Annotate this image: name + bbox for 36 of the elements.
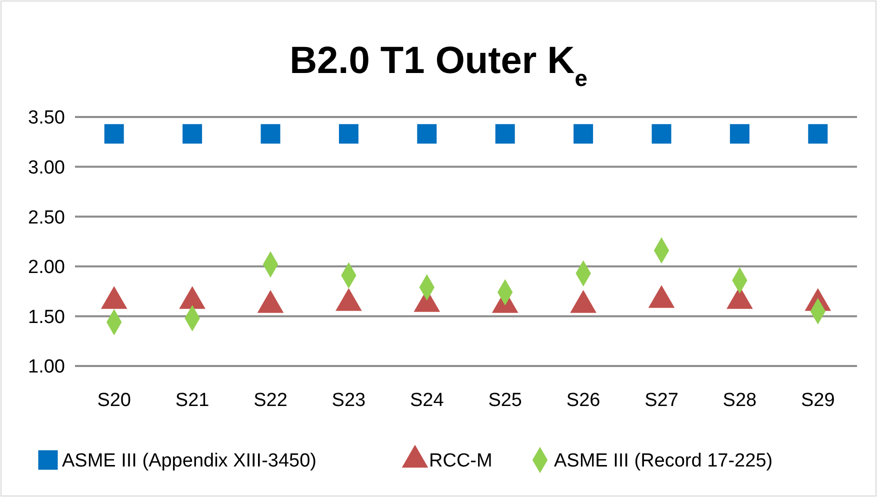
point [338,124,358,144]
legend-label: ASME III (Record 17-225) [554,450,773,472]
chart-title: B2.0 T1 Outer K$_{e}$ [290,40,588,91]
x-tick-label: S21 [175,390,210,411]
point [648,285,675,308]
point [652,124,672,144]
x-tick-label: S23 [332,390,366,411]
x-tick-label: S29 [800,390,835,411]
point [495,124,515,144]
point [104,124,124,144]
y-tick-label: 2.50 [28,207,65,228]
point [257,290,284,313]
y-tick-label: 3.00 [28,157,65,178]
point [182,124,202,144]
y-tick-label: 1.00 [28,356,65,378]
x-tick-label: S26 [566,390,600,411]
x-tick-label: S27 [644,390,678,411]
point [179,286,206,309]
x-tick-label: S24 [410,390,444,411]
point [808,124,828,144]
x-tick-label: S20 [97,390,132,411]
point [336,288,362,311]
x-tick-label: S22 [254,390,288,411]
y-tick-label: 2.00 [28,257,65,278]
point [417,124,437,144]
x-tick-label: S28 [722,390,757,411]
point [574,124,594,144]
y-tick-label: 3.50 [28,108,65,129]
legend-label: RCC-M [429,450,492,472]
point [100,286,128,309]
x-tick-label: S25 [488,390,522,411]
legend-label: ASME III (Appendix XIII-3450) [62,450,317,472]
y-tick-label: 1.50 [28,306,65,328]
point [570,290,596,313]
point [730,124,750,144]
point [260,124,280,144]
